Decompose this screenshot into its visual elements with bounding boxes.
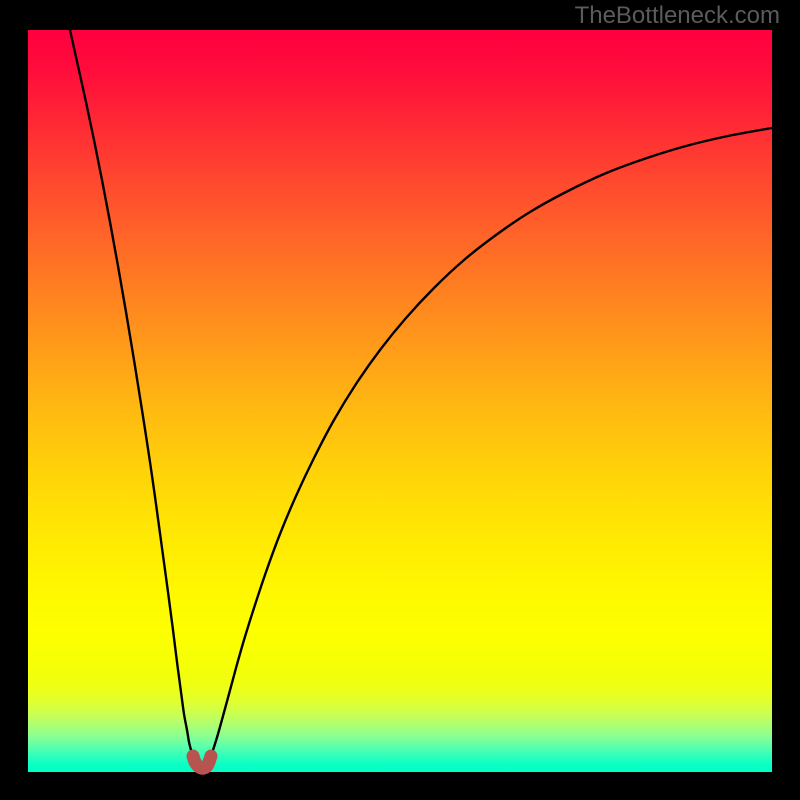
figure-root: TheBottleneck.com	[0, 0, 800, 800]
bottleneck-chart	[0, 0, 800, 800]
watermark-label: TheBottleneck.com	[575, 2, 780, 30]
